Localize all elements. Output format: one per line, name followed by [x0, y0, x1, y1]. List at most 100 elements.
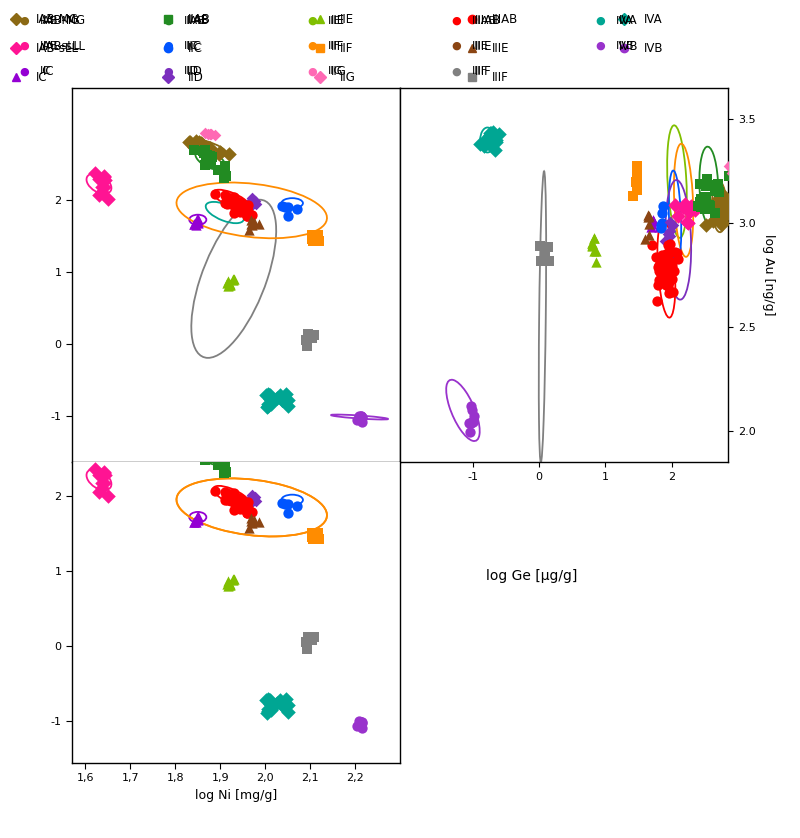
Point	[646, 215, 659, 228]
Point	[220, 491, 233, 504]
Point	[187, 437, 200, 451]
Point	[205, 447, 218, 460]
Point	[712, 199, 725, 212]
Point	[226, 274, 239, 287]
Text: IIE: IIE	[328, 16, 342, 26]
Point	[669, 245, 682, 258]
Point	[262, 704, 274, 717]
Point	[225, 494, 238, 508]
Point	[198, 127, 211, 140]
Point	[95, 481, 108, 494]
Point	[235, 498, 248, 511]
Point	[240, 507, 253, 520]
Point	[194, 138, 206, 152]
Text: IVB: IVB	[616, 41, 634, 51]
Point	[203, 443, 216, 457]
Point	[232, 496, 245, 510]
Text: IC: IC	[40, 66, 51, 76]
Point	[191, 510, 204, 523]
Point	[353, 715, 366, 728]
Point	[204, 127, 217, 141]
Point	[227, 504, 240, 517]
Point	[234, 204, 246, 218]
Point	[187, 515, 200, 529]
Text: ●: ●	[451, 41, 461, 51]
Point	[660, 260, 673, 273]
Point	[242, 501, 254, 515]
Point	[98, 476, 110, 489]
Point	[234, 203, 247, 216]
Point	[718, 210, 730, 224]
Point	[206, 446, 218, 459]
Point	[483, 131, 496, 144]
Text: IIC: IIC	[188, 42, 203, 55]
Text: IAB-sLL: IAB-sLL	[36, 42, 79, 55]
Point	[630, 183, 643, 196]
Point	[222, 279, 234, 292]
Point	[204, 442, 217, 455]
Point	[585, 240, 598, 253]
Point	[262, 397, 274, 411]
Point	[195, 431, 208, 444]
Point	[240, 210, 253, 223]
Point	[538, 247, 551, 261]
Point	[242, 224, 255, 237]
Point	[222, 278, 235, 292]
Point	[276, 698, 289, 711]
Point	[247, 198, 260, 211]
Text: IIIAB: IIIAB	[472, 16, 497, 26]
Point	[242, 521, 255, 535]
Point	[694, 177, 706, 190]
Text: IIF: IIF	[328, 41, 341, 51]
Point	[234, 492, 246, 505]
Point	[306, 530, 318, 544]
Point	[587, 245, 600, 258]
Point	[246, 490, 259, 504]
Point	[230, 201, 242, 215]
Point	[208, 484, 221, 498]
Point	[700, 191, 713, 204]
Point	[466, 416, 479, 429]
Point	[202, 153, 215, 166]
Point	[213, 147, 226, 161]
Point	[683, 205, 696, 219]
Point	[655, 218, 668, 231]
Point	[355, 411, 368, 425]
Point	[490, 133, 502, 147]
Point	[660, 272, 673, 285]
Point	[226, 195, 238, 209]
Point	[232, 497, 245, 510]
Text: IVA: IVA	[616, 16, 634, 26]
Point	[355, 718, 368, 732]
Point	[239, 204, 252, 218]
Point	[681, 215, 694, 229]
Point	[534, 255, 547, 268]
Point	[196, 139, 209, 153]
Text: IIAB: IIAB	[186, 14, 210, 28]
Point	[199, 155, 212, 168]
Text: IIF: IIF	[340, 42, 354, 55]
Point	[204, 147, 217, 161]
Text: IIE: IIE	[330, 14, 345, 28]
Point	[282, 200, 294, 214]
Point	[718, 195, 731, 209]
Point	[708, 206, 721, 220]
Point	[187, 218, 200, 231]
Point	[228, 491, 241, 504]
Point	[198, 147, 210, 160]
Text: IAB-sLL: IAB-sLL	[42, 39, 86, 53]
Point	[218, 189, 231, 202]
Point	[653, 264, 666, 277]
Point	[354, 409, 367, 422]
Text: IAB-MG: IAB-MG	[40, 16, 81, 26]
Text: IID: IID	[186, 65, 202, 78]
Point	[245, 515, 258, 528]
Point	[291, 499, 304, 513]
Point	[711, 207, 724, 220]
Point	[307, 328, 320, 342]
Point	[233, 202, 246, 215]
Point	[192, 513, 205, 526]
Point	[204, 422, 217, 435]
Point	[651, 279, 664, 292]
Point	[486, 126, 499, 139]
